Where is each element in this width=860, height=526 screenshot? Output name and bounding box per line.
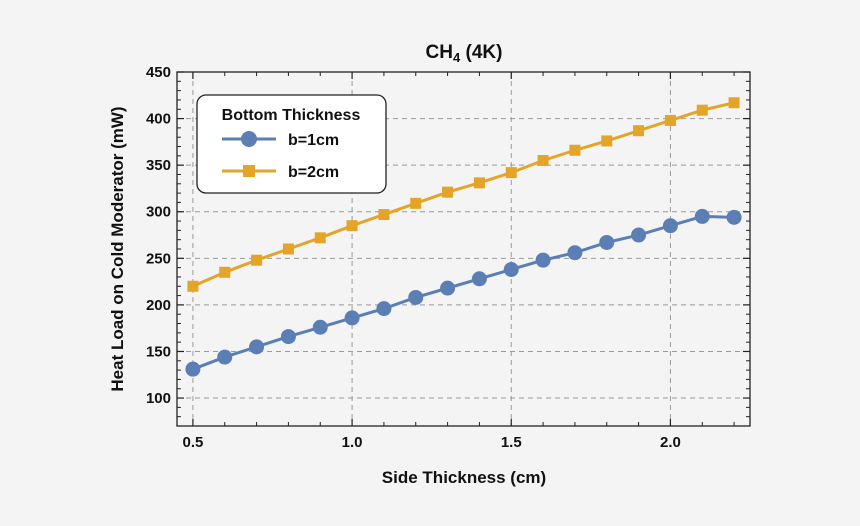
legend-label: b=2cm	[288, 164, 339, 181]
data-point	[378, 209, 390, 221]
data-point	[346, 220, 358, 232]
data-point	[344, 310, 360, 326]
data-point	[249, 339, 265, 355]
data-point	[569, 144, 581, 156]
data-point	[537, 155, 549, 166]
data-point	[726, 209, 742, 225]
data-point	[567, 245, 583, 261]
data-point	[376, 301, 392, 317]
series-line	[192, 214, 735, 371]
data-point	[442, 186, 454, 198]
x-tick-label: 1.0	[342, 434, 363, 451]
data-point	[282, 243, 294, 255]
data-point	[633, 125, 645, 137]
y-tick-label: 400	[146, 111, 171, 128]
data-point	[662, 218, 678, 234]
data-point	[440, 280, 456, 296]
data-point	[505, 167, 517, 179]
data-point	[187, 280, 199, 292]
data-point	[631, 227, 647, 243]
y-tick-label: 300	[146, 204, 171, 221]
data-point	[185, 361, 201, 377]
y-axis-label: Heat Load on Cold Moderator (mW)	[108, 106, 127, 391]
series-b=2cm	[187, 97, 740, 292]
x-axis-label: Side Thickness (cm)	[382, 468, 546, 487]
series-layer	[185, 97, 742, 377]
data-point	[471, 271, 487, 287]
y-tick-label: 350	[146, 157, 171, 174]
axis-ticks: 0.5 1.0 1.5 2.0 100 150 200 250 300 350 400 450	[146, 64, 750, 451]
data-point	[280, 329, 296, 345]
y-tick-label: 200	[146, 297, 171, 314]
legend-label: b=1cm	[288, 132, 339, 149]
data-point	[503, 261, 519, 277]
legend: Bottom Thickness b=1cm b=2cm	[196, 94, 387, 194]
x-tick-label: 0.5	[182, 434, 203, 451]
data-point	[410, 197, 422, 209]
data-point	[251, 254, 263, 266]
data-point	[219, 266, 231, 278]
data-point	[217, 349, 233, 365]
data-point	[408, 289, 424, 305]
data-point	[696, 104, 708, 116]
data-point	[694, 208, 710, 224]
chart-title: CH4 (4K)	[426, 42, 503, 65]
data-point	[664, 114, 676, 126]
y-tick-label: 100	[146, 390, 171, 407]
series-b=1cm	[185, 208, 742, 377]
x-tick-label: 2.0	[660, 434, 681, 451]
legend-item-b2: b=2cm	[222, 164, 339, 181]
data-point	[601, 135, 613, 147]
y-tick-label: 150	[146, 343, 171, 360]
y-tick-label: 450	[146, 64, 171, 81]
data-point	[312, 319, 328, 335]
data-point	[535, 252, 551, 268]
legend-item-b1: b=1cm	[222, 131, 339, 149]
data-point	[728, 97, 740, 109]
data-point	[314, 232, 326, 244]
x-tick-label: 1.5	[501, 434, 522, 451]
data-point	[599, 234, 615, 250]
y-tick-label: 250	[146, 250, 171, 267]
data-point	[473, 177, 485, 189]
legend-square-marker	[243, 165, 255, 177]
legend-title: Bottom Thickness	[222, 107, 361, 124]
legend-circle-marker	[241, 131, 257, 147]
